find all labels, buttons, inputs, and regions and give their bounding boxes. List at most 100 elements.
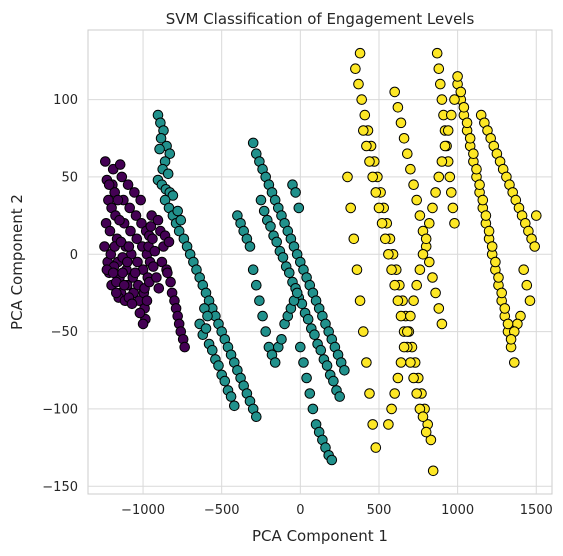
data-point xyxy=(458,102,470,113)
data-point xyxy=(247,264,259,276)
data-point xyxy=(111,287,122,299)
data-point xyxy=(449,94,460,105)
data-point xyxy=(370,187,382,198)
data-point xyxy=(354,47,366,59)
data-point xyxy=(359,109,371,121)
data-point xyxy=(364,156,375,167)
data-point xyxy=(154,143,165,155)
data-point xyxy=(483,225,495,237)
data-point xyxy=(155,133,167,144)
data-point xyxy=(229,400,240,412)
data-point xyxy=(147,233,158,245)
data-point xyxy=(395,117,407,129)
data-point xyxy=(386,264,397,276)
data-point xyxy=(200,323,212,334)
data-point xyxy=(148,261,159,272)
data-point xyxy=(420,426,432,438)
data-point xyxy=(376,218,388,229)
series-2 xyxy=(342,47,542,477)
data-point xyxy=(405,163,416,175)
data-point xyxy=(141,295,153,307)
data-point xyxy=(431,47,443,59)
data-points xyxy=(99,47,542,477)
data-point xyxy=(383,249,394,260)
data-point xyxy=(114,159,126,170)
data-point xyxy=(295,341,306,353)
data-point xyxy=(162,267,173,279)
data-point xyxy=(293,202,305,214)
data-point xyxy=(114,214,125,226)
data-point xyxy=(115,236,127,248)
data-point xyxy=(132,256,143,268)
data-point xyxy=(179,341,190,353)
data-point xyxy=(339,365,350,376)
x-tick-label: 1000 xyxy=(441,503,474,518)
data-point xyxy=(112,194,124,206)
data-point xyxy=(103,179,115,190)
data-point xyxy=(433,303,445,314)
data-point xyxy=(134,307,146,319)
x-tick-label: 1500 xyxy=(520,503,553,518)
data-point xyxy=(531,210,542,221)
data-point xyxy=(244,241,256,252)
data-point xyxy=(417,411,429,423)
data-point xyxy=(398,133,410,144)
data-point xyxy=(480,210,492,221)
data-point xyxy=(250,279,262,291)
data-point xyxy=(356,94,368,105)
data-point xyxy=(219,375,231,387)
y-tick-label: −150 xyxy=(42,480,78,495)
data-point xyxy=(298,357,309,368)
data-point xyxy=(425,434,437,446)
data-point xyxy=(408,295,419,307)
data-point xyxy=(358,125,369,136)
data-point xyxy=(471,163,482,175)
data-point xyxy=(354,295,366,307)
data-point xyxy=(389,279,401,291)
data-point xyxy=(380,233,391,245)
data-point xyxy=(430,287,441,299)
data-point xyxy=(162,168,174,180)
data-point xyxy=(411,388,423,399)
data-point xyxy=(408,372,419,384)
data-point xyxy=(414,210,426,221)
data-point xyxy=(125,225,136,237)
data-point xyxy=(342,171,353,183)
data-point xyxy=(411,194,423,206)
data-point xyxy=(350,63,361,74)
data-point xyxy=(326,454,338,466)
data-point xyxy=(149,245,161,257)
data-point xyxy=(122,256,133,268)
data-point xyxy=(124,202,135,214)
data-point xyxy=(315,344,327,356)
data-point xyxy=(152,214,164,226)
data-point xyxy=(321,360,333,371)
data-point xyxy=(265,221,276,232)
data-point xyxy=(461,117,473,129)
x-tick-label: 500 xyxy=(367,503,392,518)
data-point xyxy=(477,194,489,206)
data-point xyxy=(334,391,346,402)
y-tick-label: 100 xyxy=(53,93,78,108)
data-point xyxy=(521,279,533,291)
data-point xyxy=(131,233,143,245)
data-point xyxy=(100,156,111,167)
data-point xyxy=(505,334,517,345)
data-point xyxy=(129,267,141,279)
data-point xyxy=(424,218,435,229)
data-point xyxy=(257,310,268,322)
data-point xyxy=(348,233,360,245)
data-point xyxy=(496,287,508,299)
data-point xyxy=(117,267,128,279)
data-point xyxy=(255,194,267,206)
y-axis-label: PCA Component 2 xyxy=(8,194,26,330)
data-point xyxy=(436,156,448,167)
data-point xyxy=(164,148,176,159)
data-point xyxy=(276,334,287,345)
data-point xyxy=(446,187,457,198)
data-point xyxy=(213,360,224,371)
data-point xyxy=(165,276,176,288)
data-point xyxy=(433,63,445,74)
data-point xyxy=(430,187,441,198)
y-tick-labels: −150 −100 −50 0 50 100 xyxy=(42,93,78,495)
